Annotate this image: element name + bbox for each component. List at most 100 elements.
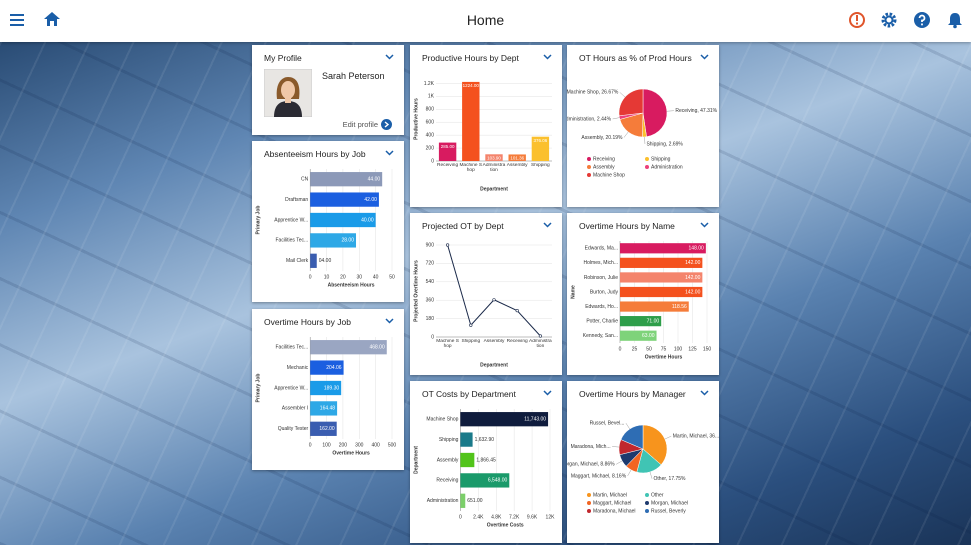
pie-label: Shipping, 2.69% (646, 141, 683, 147)
card-title: Overtime Hours by Manager (579, 389, 686, 399)
data-label: 101.36 (510, 156, 524, 161)
chevron (700, 222, 709, 228)
card-title: Overtime Hours by Name (579, 221, 675, 231)
y-tick-label: Draftsman (285, 197, 308, 203)
card-menu[interactable] (543, 222, 552, 228)
top-bar: Home (0, 0, 971, 42)
y-tick-label: Apprentice W... (274, 217, 308, 223)
card-title: My Profile (264, 53, 302, 63)
y-axis-label: Name (570, 285, 576, 299)
x-tick-label-box: Administration (483, 163, 506, 174)
legend-label: Other (651, 492, 664, 498)
data-label: 164.48 (320, 406, 336, 412)
legend-marker (587, 165, 591, 169)
x-tick-label: 100 (674, 346, 683, 352)
x-tick-label: 20 (340, 274, 346, 280)
bar (310, 340, 387, 355)
y-tick-label: Quality Tester (278, 426, 309, 432)
chart-card: Overtime Hours by Job 0 100 200 300 400 500 Fac… (252, 309, 404, 470)
menu-button[interactable] (10, 12, 26, 28)
chart: Receiving, 47.31% Shipping, 2.69% Assembly… (567, 88, 718, 178)
x-tick-label: 40 (373, 274, 379, 280)
x-tick-label: 100 (322, 442, 331, 448)
bar (508, 154, 526, 161)
x-tick-label: 0 (309, 274, 312, 280)
pie-slice (618, 88, 644, 117)
legend-marker (645, 501, 649, 505)
help-button[interactable] (913, 11, 931, 29)
card-menu[interactable] (543, 390, 552, 396)
point (445, 243, 450, 247)
x-axis-label: Overtime Costs (487, 522, 524, 528)
x-tick-label: 25 (632, 346, 638, 352)
legend-label: Maradona, Michael (593, 508, 636, 514)
x-axis-label: Department (480, 362, 508, 368)
x-tick-label: 2.4K (473, 514, 484, 520)
edit-profile-button[interactable] (381, 119, 392, 130)
x-tick-label: 9.6K (527, 514, 538, 520)
chart-card: OT Costs by Department 0 2.4K 4.8K 7.2K 9.6K 1… (410, 381, 562, 543)
pie-label: Martin, Michael, 36... (673, 433, 719, 439)
card-menu[interactable] (385, 54, 394, 60)
data-label: 376.06 (534, 138, 548, 143)
x-axis-label: Department (480, 186, 508, 192)
x-tick-label: 0 (619, 346, 622, 352)
x-tick-label: 0 (459, 514, 462, 520)
card-menu[interactable] (385, 318, 394, 324)
y-tick-label: Apprentice W... (274, 385, 308, 391)
chart-card: OT Hours as % of Prod Hours Receiving, 47… (567, 45, 719, 207)
x-tick-label: Shipping (461, 338, 481, 344)
x-tick-label-box: Receiving (437, 162, 459, 168)
x-tick-label: Receiving (437, 162, 459, 168)
pie-label: Other, 17.75% (654, 476, 687, 482)
pie-label: Receiving, 47.31% (675, 108, 717, 114)
data-label: 118.56 (672, 304, 687, 310)
card-menu[interactable] (385, 150, 394, 156)
y-tick-label: Facilities Tec... (275, 238, 308, 244)
data-label: 42.00 (364, 197, 377, 203)
y-tick-label: Facilities Tec... (275, 345, 308, 351)
card-menu[interactable] (543, 54, 552, 60)
notifications-button[interactable] (946, 11, 964, 29)
legend-marker (587, 493, 591, 497)
y-tick-label: Assembly (437, 457, 459, 463)
card-menu[interactable] (700, 54, 709, 60)
y-tick-label: Burton, Judy (590, 289, 619, 295)
chevron (385, 150, 394, 156)
legend-label: Russel, Beverly (651, 508, 686, 514)
legend-label: Maggart, Michael (593, 500, 631, 506)
data-label: 148.00 (689, 246, 705, 252)
legend-marker (645, 157, 649, 161)
page-title: Home (466, 12, 505, 28)
y-tick-label: Machine Shop (426, 417, 458, 423)
settings-button[interactable] (880, 11, 898, 29)
legend-marker (645, 165, 649, 169)
y-tick-label: Mail Clerk (286, 258, 309, 264)
bar (460, 473, 510, 488)
data-label: 142.00 (685, 289, 701, 295)
y-tick-label: Holmes, Mich... (584, 260, 618, 266)
data-label: 1,632.90 (475, 437, 495, 443)
x-tick-label: 50 (389, 274, 395, 280)
data-label: 40.00 (361, 217, 374, 223)
edit-profile-link[interactable]: Edit profile (342, 120, 378, 129)
home-button[interactable] (43, 11, 61, 27)
bar (310, 380, 342, 396)
bar (460, 493, 466, 508)
legend-marker (587, 157, 591, 161)
x-tick-label: 0 (309, 442, 312, 448)
bar (620, 257, 703, 268)
legend-marker (587, 509, 591, 513)
legend-marker (645, 509, 649, 513)
card-menu[interactable] (700, 222, 709, 228)
x-axis-label: Absenteeism Hours (328, 282, 375, 288)
bar (310, 360, 344, 375)
card-menu[interactable] (700, 390, 709, 396)
pie-label: Assembly, 20.19% (581, 135, 623, 141)
x-tick-label: 125 (688, 346, 697, 352)
alert-button[interactable] (848, 11, 866, 29)
y-tick-label: 0 (431, 158, 434, 164)
y-tick-label: 360 (426, 298, 435, 304)
